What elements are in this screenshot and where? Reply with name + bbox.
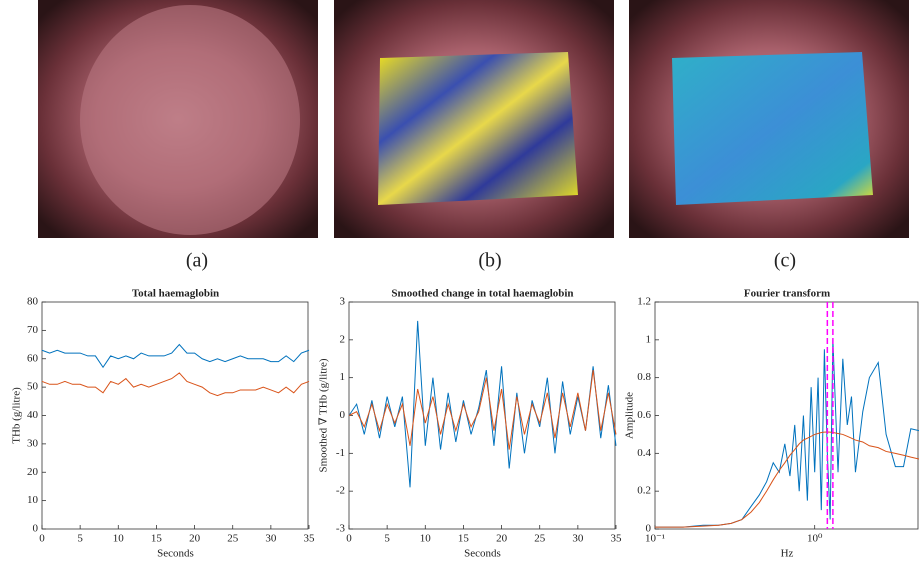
y-tick-label: 1 xyxy=(340,371,346,383)
y-tick-label: 0.6 xyxy=(637,409,651,421)
x-tick-label: 20 xyxy=(189,533,201,545)
x-tick-label: 10 xyxy=(420,533,432,545)
plot-area xyxy=(348,301,616,530)
y-tick-label: 70 xyxy=(27,324,39,336)
x-tick-label: 25 xyxy=(534,533,546,545)
series-line xyxy=(655,431,919,528)
y-tick-label: 0 xyxy=(33,523,39,535)
y-tick-label: 0.8 xyxy=(637,371,651,383)
y-tick-label: 50 xyxy=(27,381,39,393)
x-axis-label: Seconds xyxy=(157,548,194,560)
y-axis-label: Smoothed ∇ THb (g/litre) xyxy=(318,358,330,472)
x-tick-label: 0 xyxy=(39,533,45,545)
x-tick-label: 20 xyxy=(496,533,508,545)
y-tick-label: 80 xyxy=(27,296,39,308)
series-line xyxy=(41,343,310,369)
plot-area xyxy=(654,301,919,530)
chart-title: Total haemaglobin xyxy=(132,288,219,300)
y-tick-label: -1 xyxy=(336,447,345,459)
x-tick-label: 35 xyxy=(611,533,623,545)
y-tick-label: -2 xyxy=(336,485,345,497)
x-tick-label: 10 xyxy=(113,533,125,545)
plot-area xyxy=(41,301,309,530)
panel-label: (b) xyxy=(478,250,501,272)
x-tick-label: 15 xyxy=(458,533,470,545)
x-tick-label: 0 xyxy=(346,533,352,545)
y-tick-label: 2 xyxy=(340,333,346,345)
image-b xyxy=(334,0,614,238)
y-axis-label: THb (g/litre) xyxy=(11,387,23,444)
y-tick-label: 1 xyxy=(646,333,652,345)
x-tick-label: 10⁰ xyxy=(807,533,823,545)
image-c xyxy=(629,0,909,238)
y-tick-label: 60 xyxy=(27,352,39,364)
y-axis-label: Amplitude xyxy=(624,392,636,439)
panel-label: (a) xyxy=(186,250,208,272)
series-line xyxy=(348,370,617,450)
x-axis-label: Seconds xyxy=(464,548,501,560)
y-tick-label: 0 xyxy=(646,523,652,535)
y-tick-label: -3 xyxy=(336,523,346,535)
y-tick-label: 40 xyxy=(27,409,39,421)
series-line xyxy=(655,339,919,528)
image-a xyxy=(38,0,318,238)
y-tick-label: 1.2 xyxy=(637,296,651,308)
series-line xyxy=(41,372,310,397)
y-tick-label: 10 xyxy=(27,494,39,506)
chart-title: Fourier transform xyxy=(744,288,830,300)
x-tick-label: 30 xyxy=(572,533,584,545)
y-tick-label: 0 xyxy=(340,409,346,421)
x-axis-label: Hz xyxy=(781,548,794,560)
x-tick-label: 25 xyxy=(227,533,239,545)
panel-label: (c) xyxy=(774,250,796,272)
x-tick-label: 30 xyxy=(265,533,277,545)
series-line xyxy=(348,320,617,488)
x-tick-label: 10⁻¹ xyxy=(645,533,665,545)
x-tick-label: 5 xyxy=(384,533,390,545)
y-tick-label: 0.2 xyxy=(637,485,651,497)
y-tick-label: 30 xyxy=(27,437,39,449)
x-tick-label: 35 xyxy=(304,533,316,545)
y-tick-label: 0.4 xyxy=(637,447,651,459)
chart-title: Smoothed change in total haemaglobin xyxy=(391,288,573,300)
y-tick-label: 20 xyxy=(27,466,39,478)
x-tick-label: 15 xyxy=(151,533,163,545)
x-tick-label: 5 xyxy=(77,533,83,545)
y-tick-label: 3 xyxy=(340,296,346,308)
